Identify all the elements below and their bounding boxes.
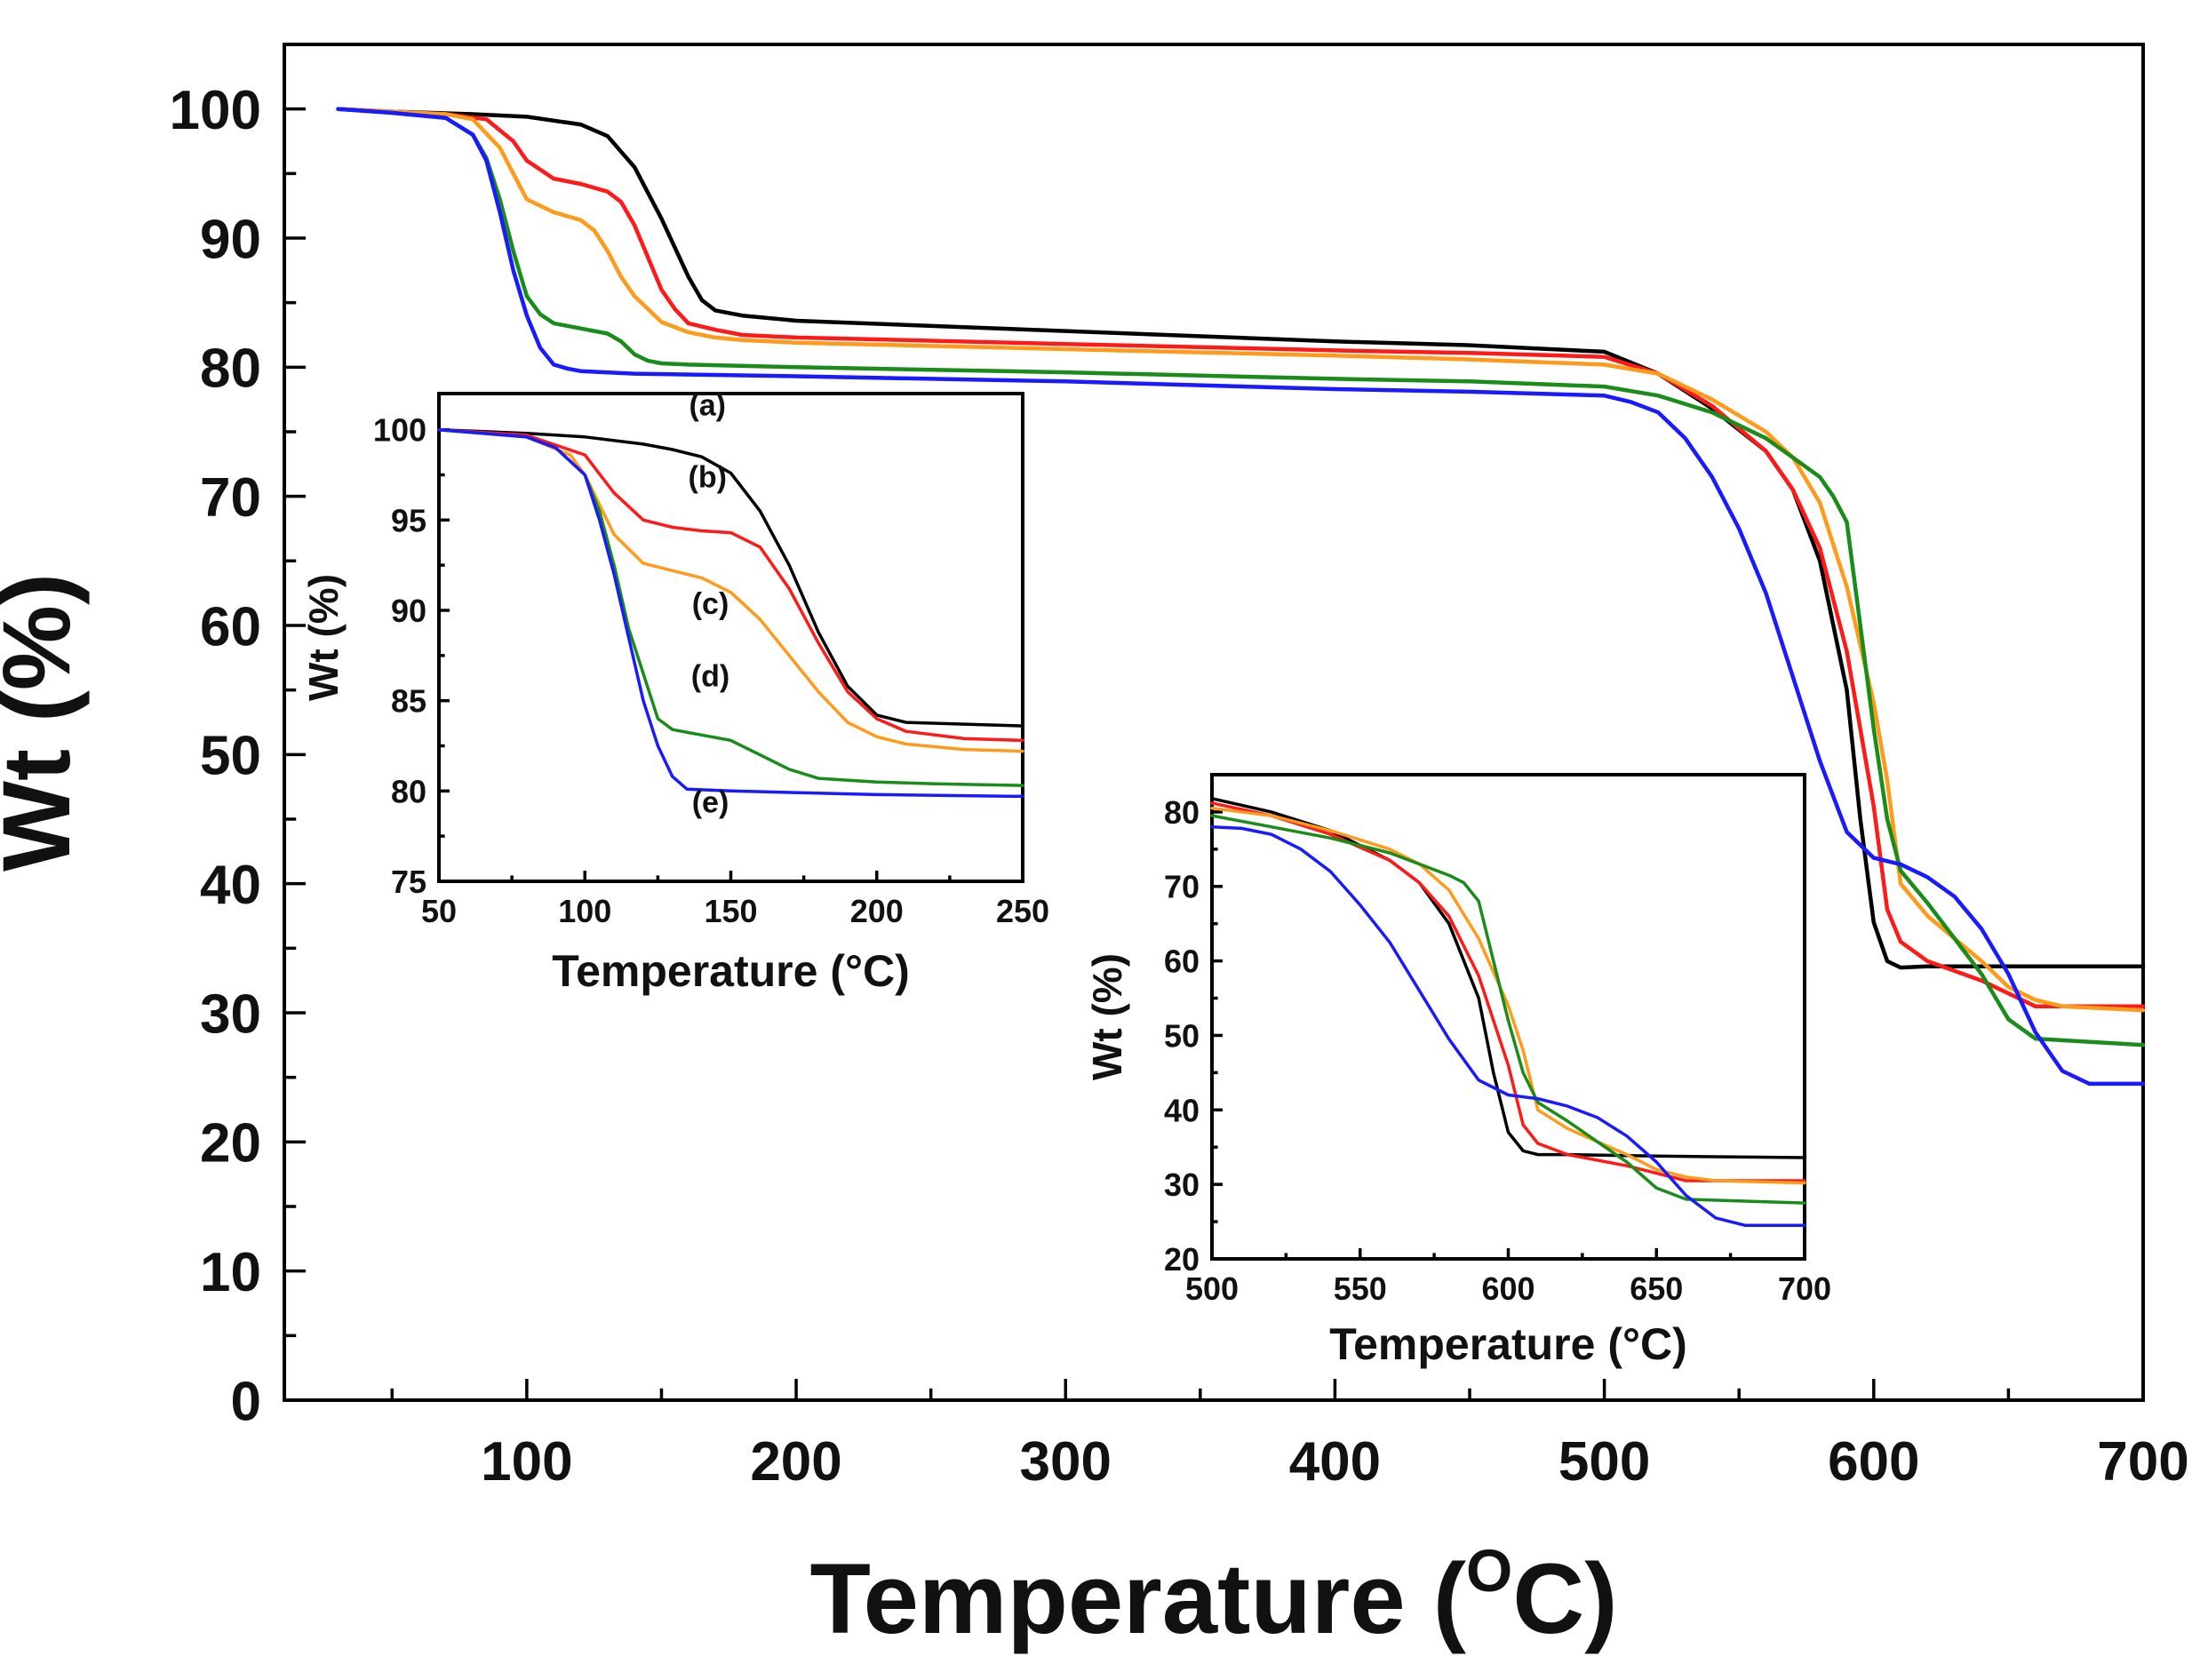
x-axis-label: Temperature (OC) — [809, 1538, 1617, 1654]
y-tick-label: 30 — [1164, 1166, 1200, 1203]
y-tick-label: 100 — [373, 412, 426, 449]
x-tick-label: 300 — [1020, 1431, 1112, 1493]
curve-annotation: (c) — [692, 587, 729, 621]
x-tick-label: 600 — [1828, 1431, 1919, 1493]
y-tick-label: 40 — [1164, 1092, 1200, 1128]
chart-main: 100 200 300 400 500 600 700 0 10 20 30 40 50 60 70 80 90… — [0, 43, 2189, 1654]
curve-annotation: (d) — [691, 659, 729, 693]
series-line-e — [437, 427, 1024, 799]
x-axis-label-sup: O — [1466, 1538, 1512, 1604]
y-tick-label: 40 — [200, 855, 261, 916]
x-axis-label-paren: ( — [1433, 1543, 1467, 1654]
y-tick-label: 80 — [200, 338, 261, 400]
y-tick-label: 60 — [200, 596, 261, 657]
x-axis-label-text: Temperature — [1329, 1319, 1607, 1369]
x-tick-label: 100 — [558, 893, 611, 929]
x-axis-label-text: Temperature — [809, 1543, 1432, 1654]
x-tick-label: 100 — [481, 1431, 572, 1493]
x-axis-label-unit: (°C) — [1607, 1319, 1686, 1369]
x-tick-label: 500 — [1185, 1270, 1239, 1307]
x-tick-label: 250 — [996, 893, 1049, 929]
series-line-b — [336, 107, 2146, 1008]
x-axis-label: Temperature (°C) — [1329, 1319, 1686, 1369]
curve-annotation: (e) — [692, 786, 729, 820]
x-tick-label: 600 — [1481, 1270, 1534, 1307]
series-line-d — [1210, 814, 1806, 1205]
y-tick-label: 20 — [1164, 1241, 1200, 1278]
y-axis-label: Wt (%) — [0, 573, 90, 872]
y-tick-label: 20 — [200, 1113, 261, 1174]
x-tick-label: 150 — [704, 893, 757, 929]
y-tick-label: 70 — [1164, 869, 1200, 905]
y-tick-label: 80 — [1164, 794, 1200, 831]
x-tick-label: 700 — [2097, 1431, 2188, 1493]
y-tick-label: 10 — [200, 1242, 261, 1303]
y-tick-label: 75 — [391, 864, 426, 900]
x-tick-label: 700 — [1778, 1270, 1831, 1307]
x-tick-label: 500 — [1558, 1431, 1650, 1493]
x-axis-label: Temperature (°C) — [552, 946, 909, 996]
series-line-b — [437, 427, 1024, 743]
x-tick-label: 200 — [750, 1431, 841, 1493]
x-axis-label-unit: (°C) — [830, 946, 909, 996]
series-line-d — [336, 107, 2146, 1047]
series-line-e — [336, 107, 2146, 1087]
x-tick-label: 550 — [1334, 1270, 1387, 1307]
x-tick-label: 200 — [850, 893, 904, 929]
x-axis-label-paren: ) — [1584, 1543, 1617, 1654]
y-axis-label: Wt (%) — [1084, 953, 1130, 1080]
x-tick-label: 650 — [1630, 1270, 1683, 1307]
y-tick-label: 50 — [200, 726, 261, 787]
y-tick-label: 90 — [200, 209, 261, 270]
series-line-a — [1210, 797, 1806, 1159]
y-tick-label: 60 — [1164, 944, 1200, 980]
x-tick-label: 400 — [1289, 1431, 1381, 1493]
chart-inset-right: 500 550 600 650 700 20 30 40 50 60 70 80 Temperature… — [1084, 773, 1831, 1369]
series-line-e — [1210, 824, 1806, 1228]
series-line-a — [336, 107, 2146, 970]
x-tick-label: 50 — [421, 893, 457, 929]
curve-annotation: (a) — [689, 388, 726, 422]
x-axis-label-unit: C — [1512, 1543, 1584, 1654]
series-line-c — [1210, 806, 1806, 1185]
y-tick-label: 90 — [391, 593, 426, 629]
y-tick-label: 30 — [200, 983, 261, 1045]
y-axis-label: Wt (%) — [300, 574, 347, 701]
y-tick-label: 85 — [391, 683, 426, 720]
y-tick-label: 100 — [170, 80, 261, 141]
series-line-a — [437, 427, 1024, 728]
y-tick-label: 0 — [231, 1371, 261, 1432]
y-tick-label: 50 — [1164, 1017, 1200, 1054]
curve-annotation: (b) — [689, 461, 727, 495]
x-axis-label-text: Temperature — [552, 946, 830, 996]
y-tick-label: 70 — [200, 467, 261, 529]
y-tick-label: 80 — [391, 773, 426, 809]
chart-inset-left: 50 100 150 200 250 75 80 85 90 95 100 Temperature (… — [300, 388, 1049, 996]
y-tick-label: 95 — [391, 502, 426, 538]
plot-frame — [437, 392, 1024, 883]
